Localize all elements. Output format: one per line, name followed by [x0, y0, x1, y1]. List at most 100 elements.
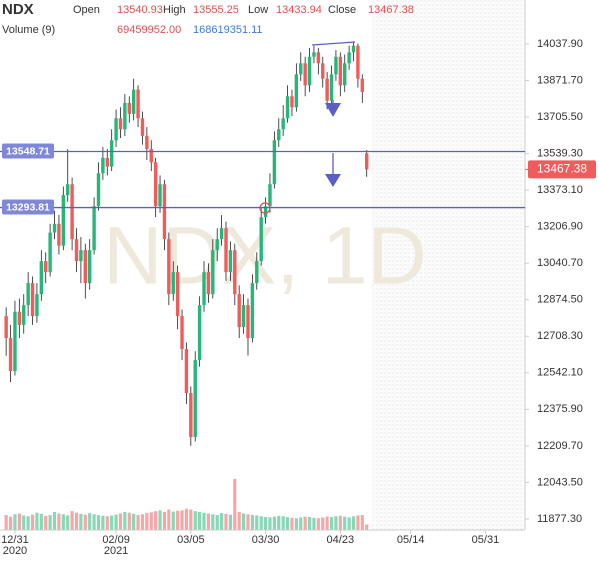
candle-body — [206, 272, 211, 295]
arrow-head — [325, 174, 341, 187]
ohlc-value: 13433.94 — [276, 4, 322, 16]
price-line-label-box — [2, 199, 54, 215]
candle-body — [17, 311, 22, 325]
candle-body — [61, 195, 66, 246]
volume-bar — [246, 514, 250, 530]
candle-body — [131, 89, 136, 114]
volume-bar — [285, 517, 290, 530]
candle-body — [211, 250, 215, 295]
candle-body — [228, 250, 233, 273]
volume-bar — [162, 511, 167, 530]
volume-bar — [241, 513, 246, 530]
y-tick-label: 13539.30 — [537, 147, 583, 159]
volume-bar — [250, 515, 254, 530]
volume-bar — [17, 513, 21, 530]
volume-bar — [307, 517, 312, 530]
volume-bar — [272, 516, 276, 530]
candle-body — [272, 140, 277, 185]
volume-bar — [96, 515, 101, 530]
volume-bar — [114, 514, 118, 530]
candle-body — [4, 316, 8, 339]
volume-bar — [140, 514, 145, 530]
volume-bar — [118, 513, 123, 530]
candle-body — [167, 239, 171, 295]
candle-body — [356, 45, 360, 79]
candle-body — [127, 102, 131, 114]
candle-body — [66, 184, 70, 196]
volume-bar — [343, 516, 347, 530]
volume-bar — [356, 515, 360, 530]
candle-body — [48, 232, 52, 273]
candle-body — [153, 162, 158, 207]
volume-bar — [255, 515, 259, 530]
volume-bar — [193, 511, 197, 530]
volume-bar — [316, 518, 320, 530]
candle-body — [281, 118, 285, 130]
candle-body — [197, 305, 202, 361]
volume-bar — [92, 514, 96, 530]
candle-body — [180, 316, 184, 350]
candle-body — [277, 129, 281, 141]
candle-body — [246, 305, 250, 339]
future-area — [372, 0, 525, 530]
y-tick-label: 13206.90 — [537, 221, 583, 233]
x-tick-label: 12/31 — [1, 534, 29, 546]
volume-bar — [149, 512, 153, 530]
volume-bar — [61, 514, 65, 530]
volume-bar — [351, 516, 356, 530]
volume-bar — [263, 517, 268, 530]
candle-body — [351, 45, 356, 53]
price-line-label-box — [2, 143, 54, 159]
volume-bar — [176, 510, 180, 530]
candle-body — [365, 153, 369, 170]
candle-body — [109, 140, 114, 167]
volume-bar — [303, 516, 307, 530]
candle-body — [325, 78, 329, 101]
candle-body — [360, 78, 365, 92]
volume-bar — [26, 516, 30, 530]
candle-body — [175, 272, 180, 317]
candle-body — [316, 52, 321, 64]
volume-bar — [206, 513, 211, 530]
candle-body — [158, 184, 162, 207]
candle-body — [57, 223, 61, 246]
volume-bar — [220, 513, 224, 530]
y-tick-label: 13871.70 — [537, 74, 583, 86]
candle-body — [70, 184, 74, 240]
candle-body — [329, 74, 334, 101]
y-tick-label: 12542.10 — [537, 367, 583, 379]
volume-bar — [8, 516, 13, 530]
volume-bar — [180, 510, 184, 530]
candle-body — [105, 157, 109, 167]
candle-body — [79, 250, 83, 262]
candle-body — [250, 283, 255, 339]
candle-body — [114, 118, 118, 141]
volume-bar — [281, 516, 285, 530]
price-line-label: 13548.71 — [6, 145, 50, 157]
candle-body — [101, 157, 105, 174]
candle-body — [263, 206, 268, 218]
volume-bar — [127, 512, 131, 530]
volume-bar — [52, 511, 57, 530]
candle-body — [347, 52, 351, 64]
volume-bar — [132, 513, 136, 530]
volume-bar — [88, 513, 92, 530]
volume-value: 69459952.00 — [117, 24, 181, 36]
x-tick-label: 02/09 — [102, 534, 130, 546]
candle-body — [123, 102, 127, 130]
candle-body — [35, 294, 39, 317]
candle-body — [224, 228, 228, 273]
last-price-box — [528, 160, 596, 179]
volume-bar — [66, 515, 70, 530]
volume-bar — [30, 514, 35, 530]
volume-bar — [215, 515, 219, 530]
volume-bar — [202, 512, 206, 530]
x-tick-label: 04/23 — [327, 534, 355, 546]
x-year-label: 2020 — [3, 545, 27, 557]
candle-body — [96, 173, 101, 207]
volume-bar — [70, 511, 74, 530]
volume-bar — [294, 518, 298, 530]
volume-bar — [13, 514, 17, 530]
volume-bar — [79, 513, 83, 530]
candle-body — [22, 305, 26, 325]
